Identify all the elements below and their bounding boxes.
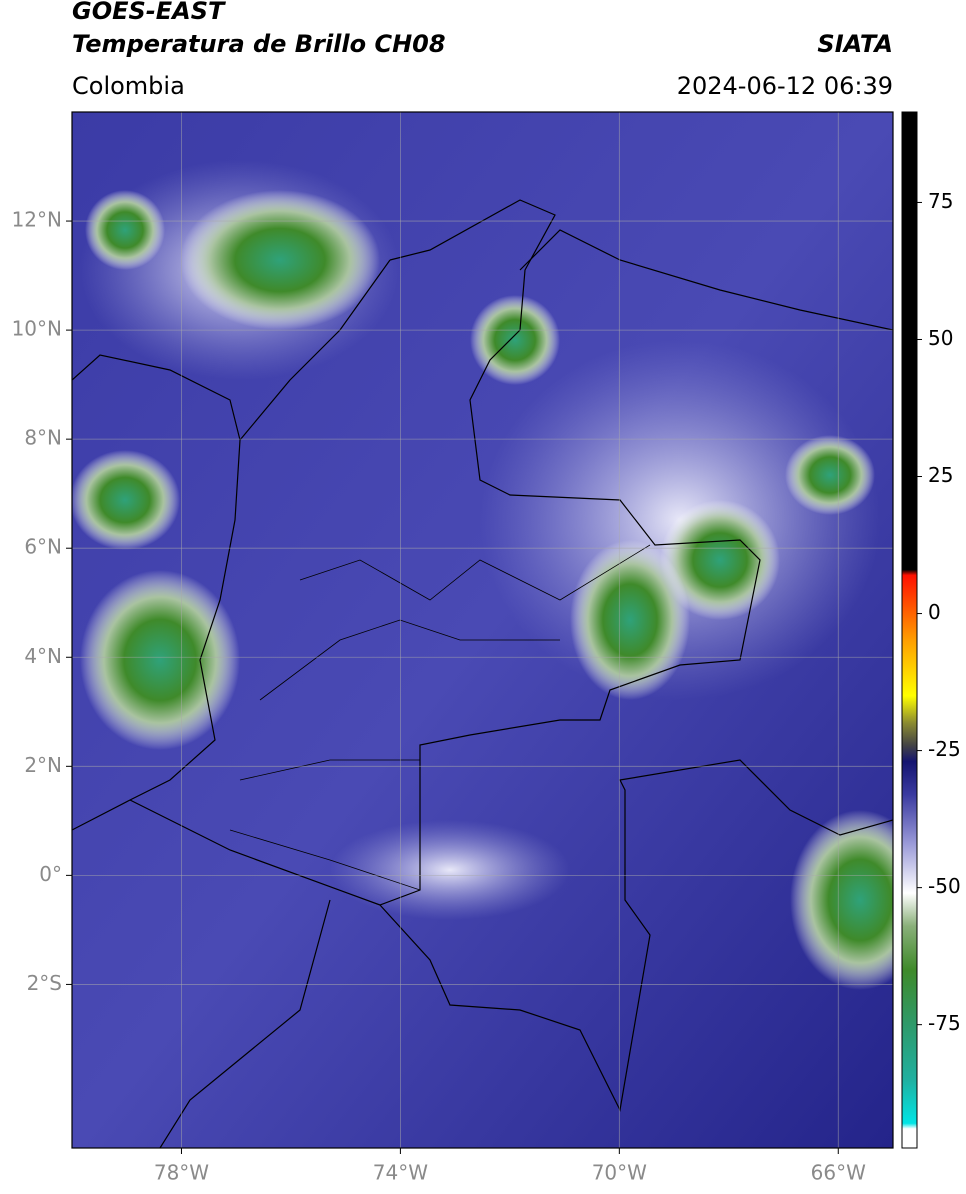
cloud — [785, 435, 875, 515]
colombia-border — [378, 199, 893, 1112]
colorbar-tick-label: -25 — [928, 737, 961, 761]
y-tick-label: 4°N — [24, 644, 62, 668]
panama — [72, 354, 241, 441]
colorbar-tick-label: 50 — [928, 326, 953, 350]
colorbar — [901, 111, 918, 1149]
x-tick-label: 70°W — [592, 1161, 647, 1185]
map-frame — [71, 111, 894, 1149]
y-tick-label: 10°N — [12, 317, 62, 341]
cloud — [85, 190, 165, 270]
x-tick-label: 74°W — [373, 1161, 428, 1185]
haze — [330, 820, 570, 920]
cloud — [72, 450, 180, 550]
cloud — [180, 190, 380, 330]
cloud — [570, 540, 690, 700]
cloud — [470, 295, 560, 385]
title-line2: Temperatura de Brillo CH08 — [72, 30, 446, 58]
datetime: 2024-06-12 06:39 — [677, 72, 893, 100]
coast — [72, 259, 391, 831]
map-image — [72, 112, 893, 1148]
colorbar-tick-label: 0 — [928, 600, 941, 624]
y-tick-label: 12°N — [12, 208, 62, 232]
cloud — [80, 570, 240, 750]
x-tick-label: 78°W — [154, 1161, 209, 1185]
region: Colombia — [72, 72, 185, 100]
colorbar-tick-label: 25 — [928, 463, 953, 487]
y-tick-label: 6°N — [24, 535, 62, 559]
colorbar-tick-label: -75 — [928, 1011, 961, 1035]
y-tick-label: 8°N — [24, 426, 62, 450]
venezuela-coast — [519, 229, 893, 331]
peru-line — [159, 899, 331, 1148]
cloud — [790, 810, 893, 990]
title-line1: GOES-EAST — [72, 0, 226, 25]
y-tick-label: 2°S — [27, 971, 62, 995]
source: SIATA — [817, 30, 893, 58]
colorbar-tick-label: 75 — [928, 189, 953, 213]
grid — [72, 112, 893, 1148]
cloud — [660, 500, 780, 620]
y-tick-label: 0° — [39, 862, 62, 886]
borders — [72, 199, 893, 1148]
colorbar-tick-label: -50 — [928, 874, 961, 898]
x-tick-label: 66°W — [811, 1161, 866, 1185]
y-tick-label: 2°N — [24, 753, 62, 777]
ecuador-border — [129, 799, 381, 906]
